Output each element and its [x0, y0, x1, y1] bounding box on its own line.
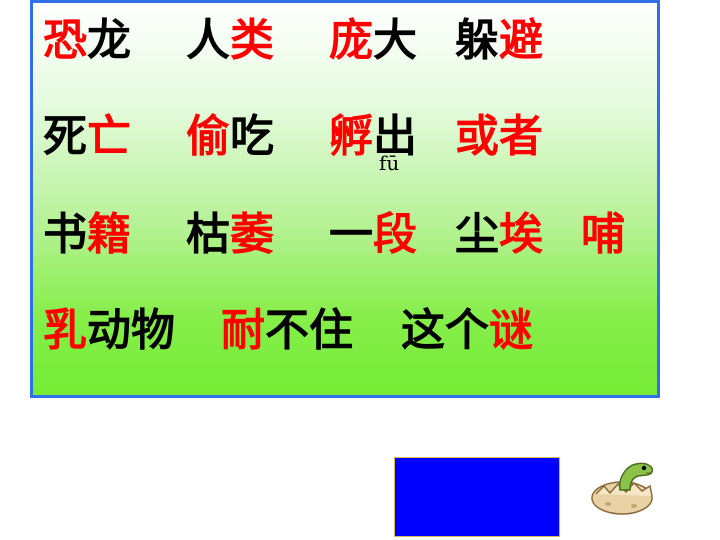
- char: 尘: [455, 209, 499, 260]
- dinosaur-hatching-egg-icon[interactable]: [590, 456, 660, 516]
- word-naibuzhu: 耐不住: [221, 305, 353, 357]
- char: 枯: [186, 209, 230, 260]
- char: 萎: [230, 209, 274, 260]
- word-siwang: 死亡: [43, 111, 131, 163]
- char: 者: [499, 111, 543, 162]
- char: 出: [373, 111, 417, 162]
- word-kuwei: 枯萎: [186, 209, 274, 261]
- pinyin-annotation: fū: [379, 151, 400, 175]
- word-konglong: 恐龙: [43, 15, 131, 67]
- word-fuchu: 孵出: [329, 111, 417, 163]
- char: 埃: [499, 209, 543, 260]
- char: 物: [131, 305, 175, 356]
- char: 类: [230, 15, 274, 66]
- char: 恐: [43, 15, 87, 66]
- word-duobi: 躲避: [455, 15, 543, 67]
- char: 段: [373, 209, 417, 260]
- char: 大: [373, 15, 417, 66]
- word-touchi: 偷吃: [186, 111, 274, 163]
- char: 住: [309, 305, 353, 356]
- char: 躲: [455, 15, 499, 66]
- char: 庞: [329, 15, 373, 66]
- char: 哺: [581, 209, 625, 260]
- char: 乳: [43, 305, 87, 356]
- char: 籍: [87, 209, 131, 260]
- char: 避: [499, 15, 543, 66]
- char: 谜: [489, 305, 533, 356]
- word-chenai: 尘埃: [455, 209, 543, 261]
- word-zhegemi: 这个谜: [401, 305, 533, 357]
- char: 这: [401, 305, 445, 356]
- char: 或: [455, 111, 499, 162]
- char: 吃: [230, 111, 274, 162]
- word-renlei: 人类: [186, 15, 274, 67]
- word-huozhe: 或者: [455, 111, 543, 163]
- word-pangda: 庞大: [329, 15, 417, 67]
- char: 书: [43, 209, 87, 260]
- char: 孵: [329, 111, 373, 162]
- char: 亡: [87, 111, 131, 162]
- char: 一: [329, 209, 373, 260]
- char: 死: [43, 111, 87, 162]
- blue-button[interactable]: [394, 457, 560, 537]
- word-rudongwu: 乳动物: [43, 305, 175, 357]
- char: 动: [87, 305, 131, 356]
- char: 人: [186, 15, 230, 66]
- char: 耐: [221, 305, 265, 356]
- char: 偷: [186, 111, 230, 162]
- word-shuji: 书籍: [43, 209, 131, 261]
- vocabulary-board: 恐龙 人类 庞大 躲避 死亡 偷吃 孵出 或者 书籍 枯萎 一段 尘埃 哺 乳动…: [30, 0, 660, 398]
- char: 龙: [87, 15, 131, 66]
- char: 不: [265, 305, 309, 356]
- word-yiduan: 一段: [329, 209, 417, 261]
- char: 个: [445, 305, 489, 356]
- word-bu: 哺: [581, 209, 625, 261]
